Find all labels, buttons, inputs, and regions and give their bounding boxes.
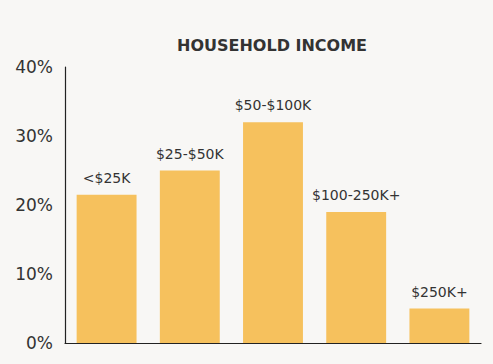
svg-text:HOUSEHOLD INCOME: HOUSEHOLD INCOME <box>177 36 367 55</box>
svg-text:<$25K: <$25K <box>83 170 131 186</box>
svg-text:20%: 20% <box>15 195 53 215</box>
svg-text:0%: 0% <box>26 333 53 353</box>
svg-text:$50-$100K: $50-$100K <box>235 97 312 113</box>
svg-text:$250K+: $250K+ <box>411 284 468 300</box>
svg-text:10%: 10% <box>15 264 53 284</box>
svg-text:30%: 30% <box>15 126 53 146</box>
svg-text:40%: 40% <box>15 57 53 77</box>
svg-text:$100-250K+: $100-250K+ <box>312 187 400 203</box>
svg-text:$25-$50K: $25-$50K <box>156 146 224 162</box>
